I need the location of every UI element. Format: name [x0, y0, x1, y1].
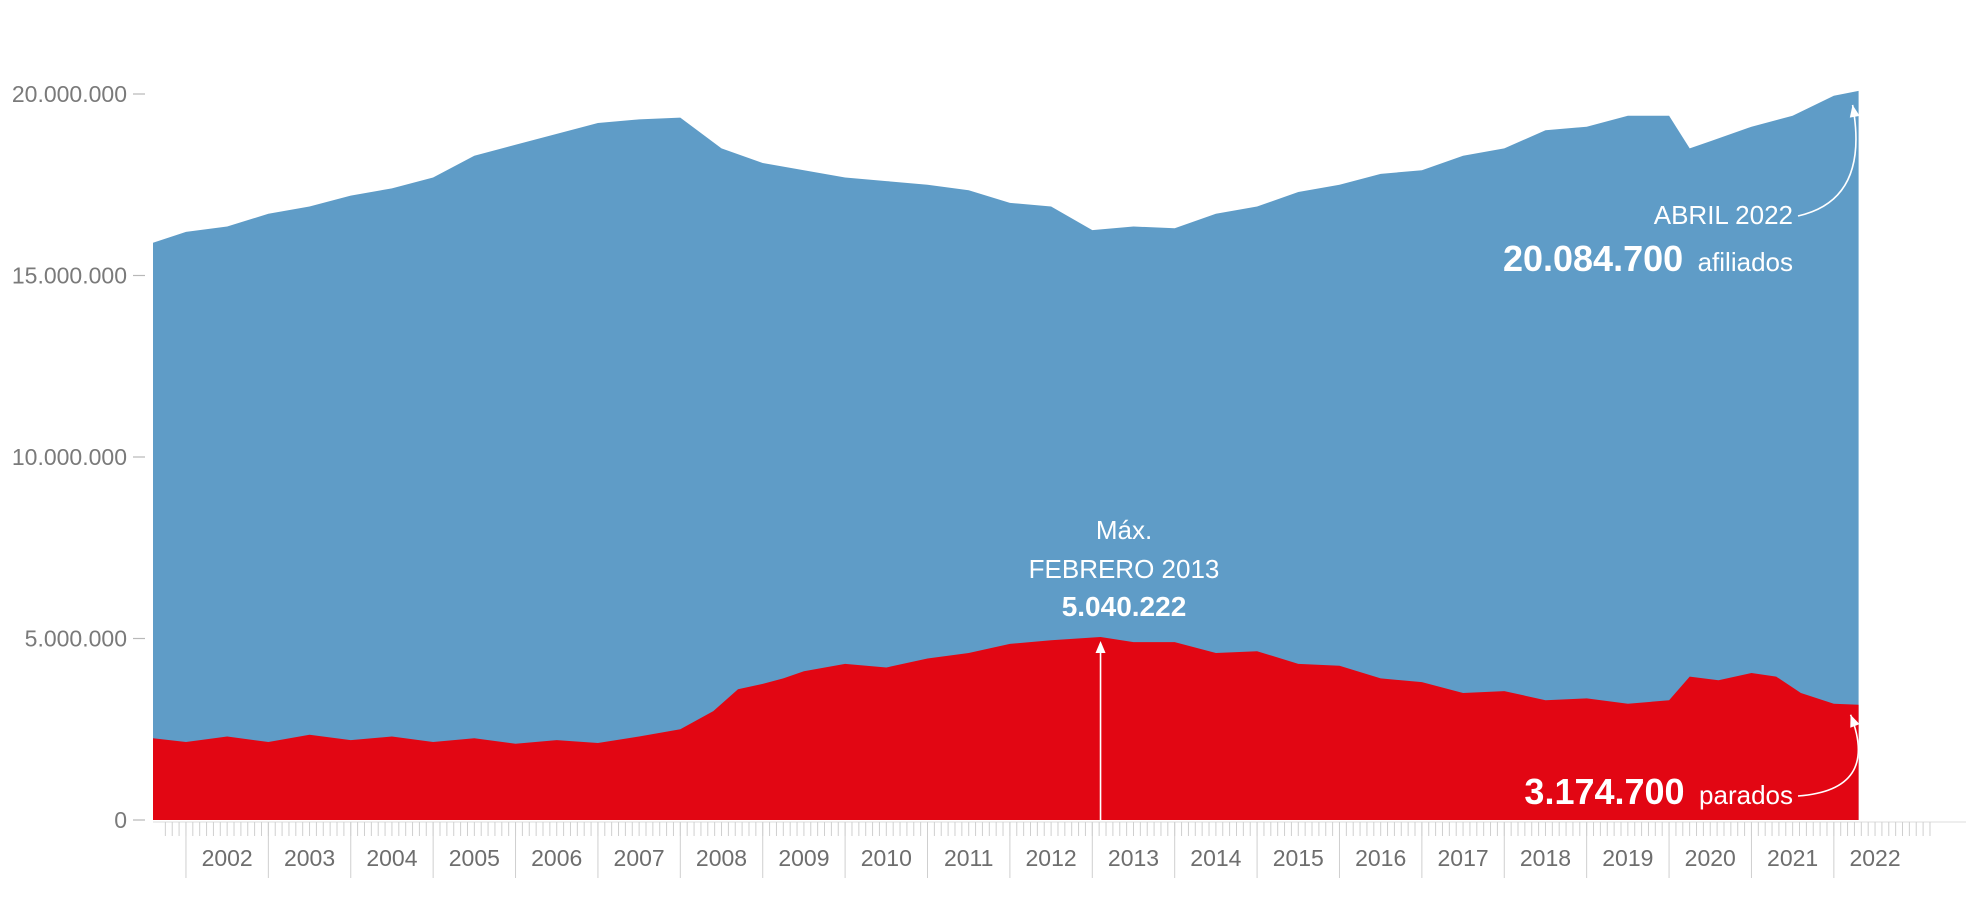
annotation-layer: ABRIL 2022 20.084.700 afiliados Máx. FEB…: [1029, 104, 1860, 820]
area-layer: [153, 90, 1859, 820]
parados-arrowhead-icon: [1850, 714, 1860, 728]
max-parados-title-label: Máx.: [1096, 515, 1152, 545]
x-tick-label: 2017: [1437, 845, 1488, 871]
x-tick-label: 2013: [1108, 845, 1159, 871]
x-tick-label: 2006: [531, 845, 582, 871]
afiliados-area: [153, 90, 1859, 820]
x-tick-label: 2011: [944, 845, 993, 871]
x-tick-label: 2012: [1026, 845, 1077, 871]
x-tick-label: 2008: [696, 845, 747, 871]
y-tick-label: 20.000.000: [12, 81, 127, 107]
parados-unit-label: parados: [1699, 780, 1793, 810]
svg-text:3.174.700 parados: 3.174.700 parados: [1524, 771, 1793, 812]
afiliados-value-label: 20.084.700: [1503, 238, 1683, 279]
afiliados-arrow-line: [1797, 104, 1857, 217]
afiliados-unit-label: afiliados: [1698, 247, 1793, 277]
x-tick-label: 2016: [1355, 845, 1406, 871]
afiliados-date-label: ABRIL 2022: [1654, 200, 1793, 230]
max-parados-arrowhead-icon: [1095, 641, 1106, 654]
afiliados-annotation: ABRIL 2022 20.084.700 afiliados: [1503, 104, 1860, 279]
x-tick-label: 2005: [449, 845, 500, 871]
x-tick-label: 2002: [202, 845, 253, 871]
parados-annotation: 3.174.700 parados: [1524, 714, 1860, 812]
x-tick-label: 2022: [1849, 845, 1900, 871]
y-tick-label: 0: [114, 807, 127, 833]
parados-arrow-line: [1797, 714, 1860, 797]
x-tick-label: 2007: [614, 845, 665, 871]
max-parados-date-label: FEBRERO 2013: [1029, 554, 1220, 584]
y-axis: 0 5.000.000 10.000.000 15.000.000 20.000.000: [12, 81, 145, 833]
x-tick-label: 2010: [861, 845, 912, 871]
max-parados-annotation: Máx. FEBRERO 2013 5.040.222: [1029, 515, 1220, 820]
svg-text:20.084.700 afiliados: 20.084.700 afiliados: [1503, 238, 1793, 279]
parados-area: [153, 637, 1859, 820]
x-tick-label: 2021: [1767, 845, 1818, 871]
parados-value-label: 3.174.700: [1524, 771, 1684, 812]
x-axis: 2002 2003 2004 2005 2006 2007 2008 2009 2010 2011…: [153, 821, 1966, 878]
y-tick-label: 15.000.000: [12, 263, 127, 289]
x-tick-label: 2009: [778, 845, 829, 871]
x-tick-label: 2003: [284, 845, 335, 871]
x-tick-label: 2004: [366, 845, 417, 871]
y-tick-label: 5.000.000: [25, 626, 127, 652]
afiliados-arrowhead-icon: [1849, 104, 1860, 118]
x-tick-label: 2014: [1190, 845, 1241, 871]
x-tick-label: 2019: [1602, 845, 1653, 871]
max-parados-value-label: 5.040.222: [1062, 591, 1187, 622]
x-tick-label: 2015: [1273, 845, 1324, 871]
x-tick-label: 2018: [1520, 845, 1571, 871]
x-tick-label: 2020: [1685, 845, 1736, 871]
y-tick-label: 10.000.000: [12, 444, 127, 470]
